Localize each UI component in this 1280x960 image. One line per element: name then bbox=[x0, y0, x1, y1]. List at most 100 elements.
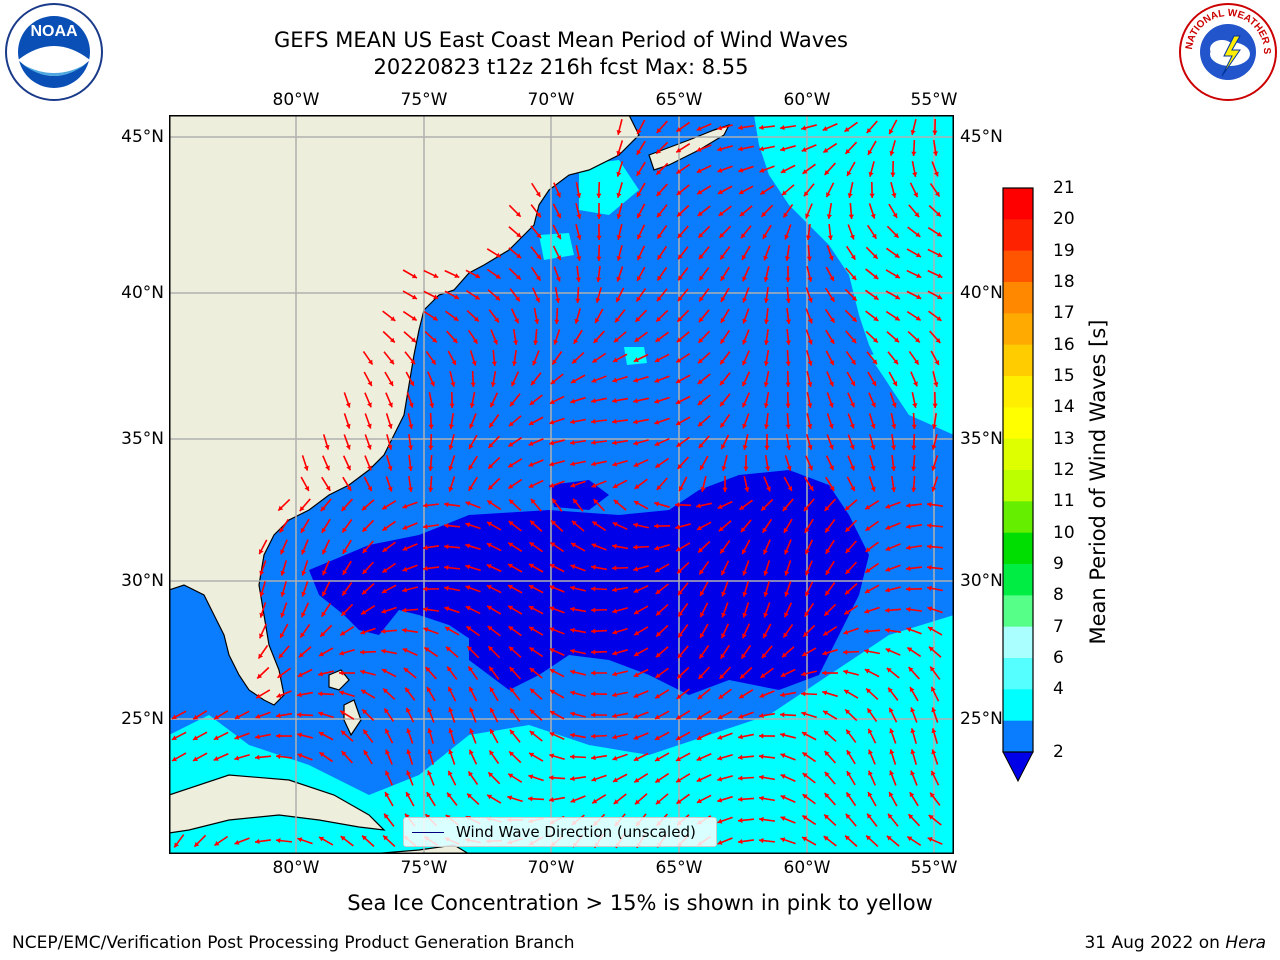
wind-wave-arrowhead bbox=[340, 710, 346, 716]
wind-wave-arrowhead bbox=[697, 400, 703, 405]
sea-ice-note: Sea Ice Concentration > 15% is shown in … bbox=[347, 891, 933, 915]
wind-wave-arrowhead bbox=[549, 710, 555, 716]
wind-wave-arrowhead bbox=[780, 168, 786, 173]
wind-wave-arrowhead bbox=[487, 794, 493, 800]
wind-wave-arrowhead bbox=[297, 753, 303, 759]
wind-wave-arrowhead bbox=[675, 735, 681, 741]
wind-wave-arrowhead bbox=[656, 128, 662, 133]
wind-wave-arrowhead bbox=[761, 505, 767, 511]
wind-wave-arrowhead bbox=[907, 647, 913, 653]
wind-wave-arrowhead bbox=[280, 591, 286, 597]
wind-wave-arrowhead bbox=[780, 774, 786, 779]
wind-wave-arrowhead bbox=[696, 756, 702, 761]
wind-wave-arrowhead bbox=[698, 443, 704, 449]
wind-wave-arrowhead bbox=[894, 294, 900, 300]
wind-wave-arrowhead bbox=[530, 498, 536, 504]
wind-wave-arrowhead bbox=[785, 382, 791, 387]
wind-wave-arrowhead bbox=[656, 148, 662, 154]
wind-wave-arrowhead bbox=[829, 296, 835, 302]
wind-wave-arrowhead bbox=[486, 585, 492, 590]
wind-wave-arrowhead bbox=[637, 234, 642, 240]
wind-wave-arrowhead bbox=[511, 381, 516, 387]
wind-wave-arrowhead bbox=[699, 591, 705, 597]
wind-wave-arrowhead bbox=[556, 255, 561, 261]
wind-wave-arrowhead bbox=[469, 423, 475, 429]
wind-wave-arrowhead bbox=[596, 235, 602, 240]
wind-wave-arrowhead bbox=[361, 609, 367, 615]
wind-wave-arrowhead bbox=[448, 465, 454, 471]
wind-wave-arrowhead bbox=[931, 465, 937, 471]
colorbar-tick-label: 11 bbox=[1053, 491, 1075, 512]
wind-wave-arrowhead bbox=[825, 527, 830, 533]
wind-wave-arrowhead bbox=[529, 542, 535, 547]
wind-wave-arrowhead bbox=[784, 612, 789, 618]
wind-wave-arrowhead bbox=[509, 729, 515, 735]
wind-wave-arrowhead bbox=[720, 653, 726, 659]
wind-wave-arrowhead bbox=[528, 420, 534, 426]
wind-wave-arrowhead bbox=[762, 527, 768, 533]
colorbar-tick-label: 19 bbox=[1053, 240, 1075, 261]
wind-wave-arrowhead bbox=[850, 359, 856, 365]
colorbar-tick-label: 4 bbox=[1053, 679, 1064, 700]
colorbar-segment bbox=[1003, 188, 1033, 220]
wind-wave-arrowhead bbox=[914, 359, 919, 365]
wind-wave-arrowhead bbox=[406, 749, 412, 755]
wind-wave-arrowhead bbox=[259, 612, 265, 618]
wind-wave-arrowhead bbox=[445, 646, 451, 652]
wind-wave-arrowhead bbox=[571, 520, 577, 526]
map-canvas bbox=[169, 115, 954, 854]
wind-wave-arrowhead bbox=[490, 382, 496, 387]
colorbar-segment bbox=[1003, 595, 1033, 627]
wind-wave-arrowhead bbox=[612, 418, 617, 425]
wind-wave-arrowhead bbox=[487, 500, 493, 506]
wind-wave-arrowhead bbox=[742, 360, 747, 366]
wind-wave-arrowhead bbox=[535, 191, 541, 197]
wind-wave-arrowhead bbox=[656, 485, 662, 491]
wind-wave-arrowhead bbox=[319, 651, 325, 657]
wind-wave-arrowhead bbox=[763, 361, 769, 366]
colorbar-tick-label: 12 bbox=[1053, 460, 1075, 480]
wind-wave-arrowhead bbox=[676, 357, 682, 363]
map-border bbox=[169, 115, 954, 854]
wind-wave-arrowhead bbox=[528, 585, 534, 590]
wind-wave-arrowhead bbox=[345, 444, 351, 450]
wind-wave-arrowhead bbox=[847, 193, 853, 198]
wind-wave-arrowhead bbox=[869, 193, 875, 198]
wind-wave-arrowhead bbox=[738, 838, 743, 845]
wind-wave-arrowhead bbox=[845, 589, 850, 595]
wind-wave-arrowhead bbox=[280, 570, 286, 576]
wind-wave-arrowhead bbox=[616, 150, 622, 156]
wind-wave-arrowhead bbox=[698, 254, 704, 260]
wind-wave-arrowhead bbox=[742, 402, 747, 408]
wind-wave-arrowhead bbox=[890, 466, 897, 471]
wind-wave-arrowhead bbox=[677, 568, 683, 574]
wind-wave-arrowhead bbox=[864, 648, 869, 654]
wind-wave-arrowhead bbox=[807, 382, 813, 387]
wind-wave-arrowhead bbox=[849, 234, 855, 240]
wind-wave-arrowhead bbox=[529, 667, 535, 673]
wind-wave-arrowhead bbox=[510, 687, 515, 693]
lon-label-top: 55°W bbox=[910, 90, 958, 110]
wind-wave-arrowhead bbox=[676, 694, 682, 699]
wind-wave-arrowhead bbox=[894, 337, 900, 343]
wind-wave-arrowhead bbox=[318, 691, 323, 697]
wind-wave-arrowhead bbox=[381, 648, 386, 654]
wind-wave-arrowhead bbox=[423, 545, 428, 551]
wind-wave-arrowhead bbox=[381, 668, 387, 674]
wind-wave-arrowhead bbox=[402, 525, 408, 530]
wind-wave-arrowhead bbox=[509, 667, 515, 672]
wind-wave-arrowhead bbox=[385, 728, 390, 734]
wind-wave-arrowhead bbox=[785, 403, 791, 408]
wind-wave-arrowhead bbox=[676, 799, 682, 804]
wind-wave-arrowhead bbox=[426, 687, 432, 693]
wind-wave-arrowhead bbox=[257, 673, 263, 679]
wind-wave-arrowhead bbox=[616, 297, 621, 303]
wind-wave-arrowhead bbox=[471, 360, 477, 366]
colorbar-label: Mean Period of Wind Waves [s] bbox=[1086, 319, 1110, 645]
wind-wave-arrowhead bbox=[612, 565, 617, 571]
wind-wave-arrowhead bbox=[849, 444, 855, 450]
wind-wave-arrowhead bbox=[319, 836, 325, 842]
wind-wave-arrowhead bbox=[654, 545, 660, 551]
colorbar-segment bbox=[1003, 626, 1033, 659]
wind-wave-arrowhead bbox=[596, 193, 602, 198]
